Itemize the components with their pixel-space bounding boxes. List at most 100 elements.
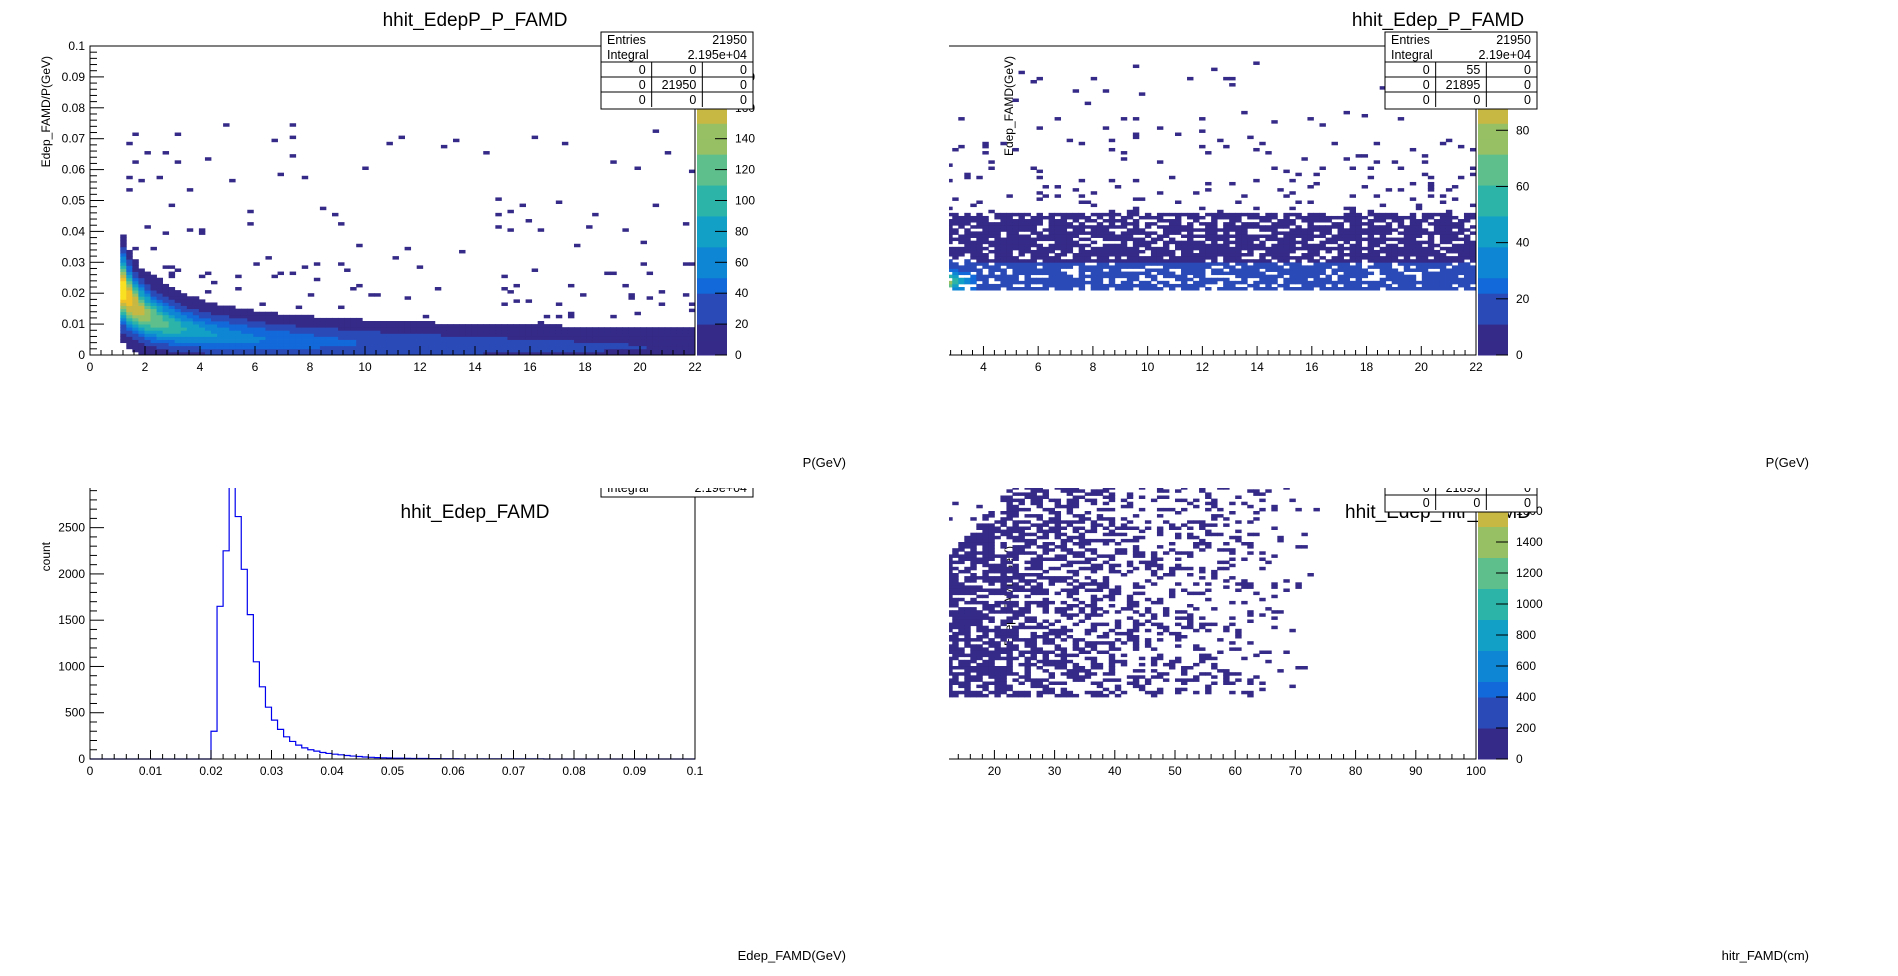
heatmap-cell xyxy=(1271,274,1278,279)
heatmap-cell xyxy=(1415,256,1423,260)
heatmap-cell xyxy=(1199,271,1206,276)
heatmap-cell xyxy=(1018,253,1025,257)
heatmap-cell xyxy=(126,271,133,276)
heatmap-cell xyxy=(362,327,369,331)
heatmap-cell xyxy=(610,330,617,334)
heatmap-cell xyxy=(356,333,363,337)
heatmap-cell xyxy=(1325,215,1332,220)
heatmap-cell xyxy=(1451,268,1459,272)
heatmap-cell xyxy=(483,345,490,350)
heatmap-cell xyxy=(1018,607,1025,611)
heatmap-cell xyxy=(483,324,490,328)
heatmap-cell xyxy=(1199,222,1206,226)
heatmap-cell xyxy=(970,560,977,565)
heatmap-cell xyxy=(126,317,133,322)
heatmap-cell xyxy=(1048,526,1055,530)
heatmap-cell xyxy=(1072,225,1080,229)
heatmap-cell xyxy=(138,283,145,288)
heatmap-cell xyxy=(952,579,959,583)
heatmap-cell xyxy=(174,308,182,313)
heatmap-cell xyxy=(1427,194,1435,198)
heatmap-cell xyxy=(198,321,206,325)
heatmap-cell xyxy=(1457,231,1465,235)
heatmap-cell xyxy=(549,324,557,328)
heatmap-cell xyxy=(229,342,236,347)
heatmap-cell xyxy=(126,302,133,306)
heatmap-cell xyxy=(1042,684,1049,689)
heatmap-cell xyxy=(1078,215,1086,220)
heatmap-cell xyxy=(1042,545,1049,549)
heatmap-cell xyxy=(1259,259,1266,263)
heatmap-cell xyxy=(1078,283,1086,288)
heatmap-cell xyxy=(1445,212,1453,217)
heatmap-cell xyxy=(198,305,206,310)
heatmap-cell xyxy=(682,330,690,334)
heatmap-cell xyxy=(162,283,170,288)
heatmap-cell xyxy=(1223,225,1230,229)
heatmap-cell xyxy=(952,253,959,257)
heatmap-cell xyxy=(531,268,539,272)
heatmap-cell xyxy=(952,573,959,577)
heatmap-cell xyxy=(1060,271,1068,276)
heatmap-cell xyxy=(319,342,327,347)
heatmap-cell xyxy=(1018,507,1025,512)
heatmap-cell xyxy=(265,339,272,344)
stats-box xyxy=(600,31,754,110)
heatmap-cell xyxy=(543,351,551,356)
heatmap-cell xyxy=(1451,185,1459,189)
heatmap-cell xyxy=(501,333,508,337)
heatmap-cell xyxy=(507,345,514,350)
heatmap-cell xyxy=(1060,228,1068,232)
heatmap-cell xyxy=(295,314,303,319)
heatmap-cell xyxy=(1319,215,1326,220)
heatmap-cell xyxy=(265,324,272,328)
heatmap-cell xyxy=(1006,551,1013,555)
heatmap-cell xyxy=(1229,181,1236,186)
heatmap-cell xyxy=(1229,240,1236,245)
heatmap-cell xyxy=(1463,283,1471,288)
heatmap-cell xyxy=(976,535,983,540)
heatmap-cell xyxy=(1000,579,1007,583)
heatmap-cell xyxy=(1427,181,1435,186)
heatmap-cell xyxy=(949,274,953,279)
heatmap-cell xyxy=(1030,256,1037,260)
heatmap-cell xyxy=(1138,240,1146,245)
heatmap-cell xyxy=(162,324,170,328)
heatmap-cell xyxy=(1036,498,1043,503)
heatmap-cell xyxy=(1379,256,1387,260)
heatmap-cell xyxy=(138,339,145,344)
heatmap-cell xyxy=(592,333,599,337)
heatmap-cell xyxy=(168,290,176,294)
heatmap-cell xyxy=(1421,219,1429,223)
heatmap-cell xyxy=(1036,582,1043,586)
heatmap-cell xyxy=(1313,259,1320,263)
heatmap-cell xyxy=(658,342,666,347)
heatmap-cell xyxy=(1349,222,1356,226)
heatmap-cell xyxy=(1385,268,1393,272)
palette-cell xyxy=(697,293,727,310)
heatmap-cell xyxy=(174,160,182,164)
heatmap-cell xyxy=(652,327,660,331)
heatmap-cell xyxy=(988,666,995,670)
heatmap-cell xyxy=(949,517,953,521)
heatmap-cell xyxy=(1156,191,1164,195)
heatmap-cell xyxy=(1042,625,1049,630)
heatmap-cell xyxy=(1102,126,1110,130)
heatmap-cell xyxy=(1247,283,1254,288)
heatmap-cell xyxy=(1337,274,1344,279)
heatmap-cell xyxy=(628,330,635,334)
heatmap-cell xyxy=(1331,240,1338,245)
heatmap-cell xyxy=(1421,277,1429,282)
heatmap-cell xyxy=(1060,234,1068,238)
heatmap-cell xyxy=(1138,283,1146,288)
heatmap-cell xyxy=(1199,240,1206,245)
heatmap-cell xyxy=(1018,693,1025,698)
heatmap-cell xyxy=(1114,234,1122,238)
heatmap-cell xyxy=(525,327,533,331)
heatmap-cell xyxy=(543,339,551,344)
heatmap-cell xyxy=(386,339,393,344)
heatmap-cell xyxy=(1337,243,1344,248)
heatmap-cell xyxy=(440,348,448,353)
heatmap-cell xyxy=(949,672,953,676)
heatmap-cell xyxy=(259,330,266,334)
